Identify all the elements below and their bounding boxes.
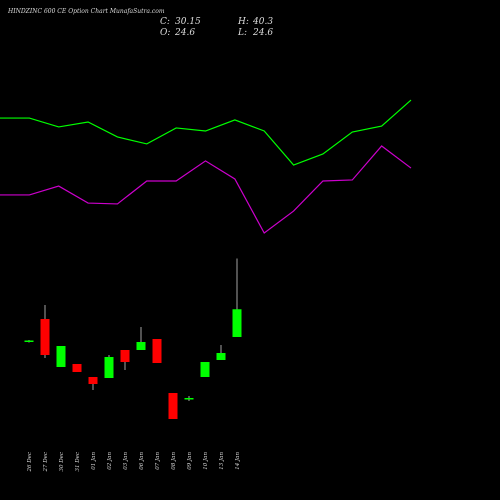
x-tick-label: 06 Jan: [139, 452, 145, 470]
candle-body: [24, 340, 34, 342]
candle-body: [168, 393, 178, 419]
candle-body: [104, 357, 114, 378]
candle-body: [152, 339, 162, 363]
candle-body: [232, 309, 242, 337]
x-tick-label: 27 Dec: [43, 452, 49, 473]
x-tick-label: 10 Jan: [203, 452, 209, 470]
candle-body: [56, 346, 66, 367]
candle-body: [184, 398, 194, 400]
candle-body: [40, 319, 50, 355]
x-tick-label: 13 Jan: [219, 452, 225, 470]
x-tick-label: 31 Dec: [75, 452, 81, 472]
x-tick-label: 26 Dec: [27, 452, 33, 473]
x-tick-label: 14 Jan: [235, 452, 241, 470]
x-tick-label: 01 Jan: [91, 452, 97, 470]
x-tick-label: 08 Jan: [171, 452, 177, 470]
ohlc-value: 40.3: [252, 17, 273, 27]
candle-body: [72, 364, 82, 372]
candle-body: [120, 350, 130, 362]
ohlc-label: L:: [237, 28, 247, 38]
x-tick-label: 30 Dec: [59, 452, 65, 472]
ohlc-label: H:: [237, 17, 249, 27]
candle-body: [216, 353, 226, 360]
ohlc-value: 24.6: [174, 28, 195, 38]
ohlc-value: 24.6: [252, 28, 273, 38]
x-tick-label: 07 Jan: [155, 452, 161, 470]
ohlc-label: C:: [160, 17, 170, 27]
candle-body: [136, 342, 146, 350]
ohlc-label: O:: [160, 28, 170, 38]
chart-title: HINDZINC 600 CE Option Chart MunafaSutra…: [7, 8, 165, 15]
x-tick-label: 02 Jan: [107, 452, 113, 470]
indicator-line: [0, 145, 412, 234]
indicator-line: [0, 99, 412, 166]
candle-body: [88, 377, 98, 384]
candle-body: [200, 362, 210, 377]
x-tick-label: 09 Jan: [187, 452, 193, 470]
ohlc-value: 30.15: [175, 17, 201, 27]
x-tick-label: 03 Jan: [123, 452, 129, 470]
